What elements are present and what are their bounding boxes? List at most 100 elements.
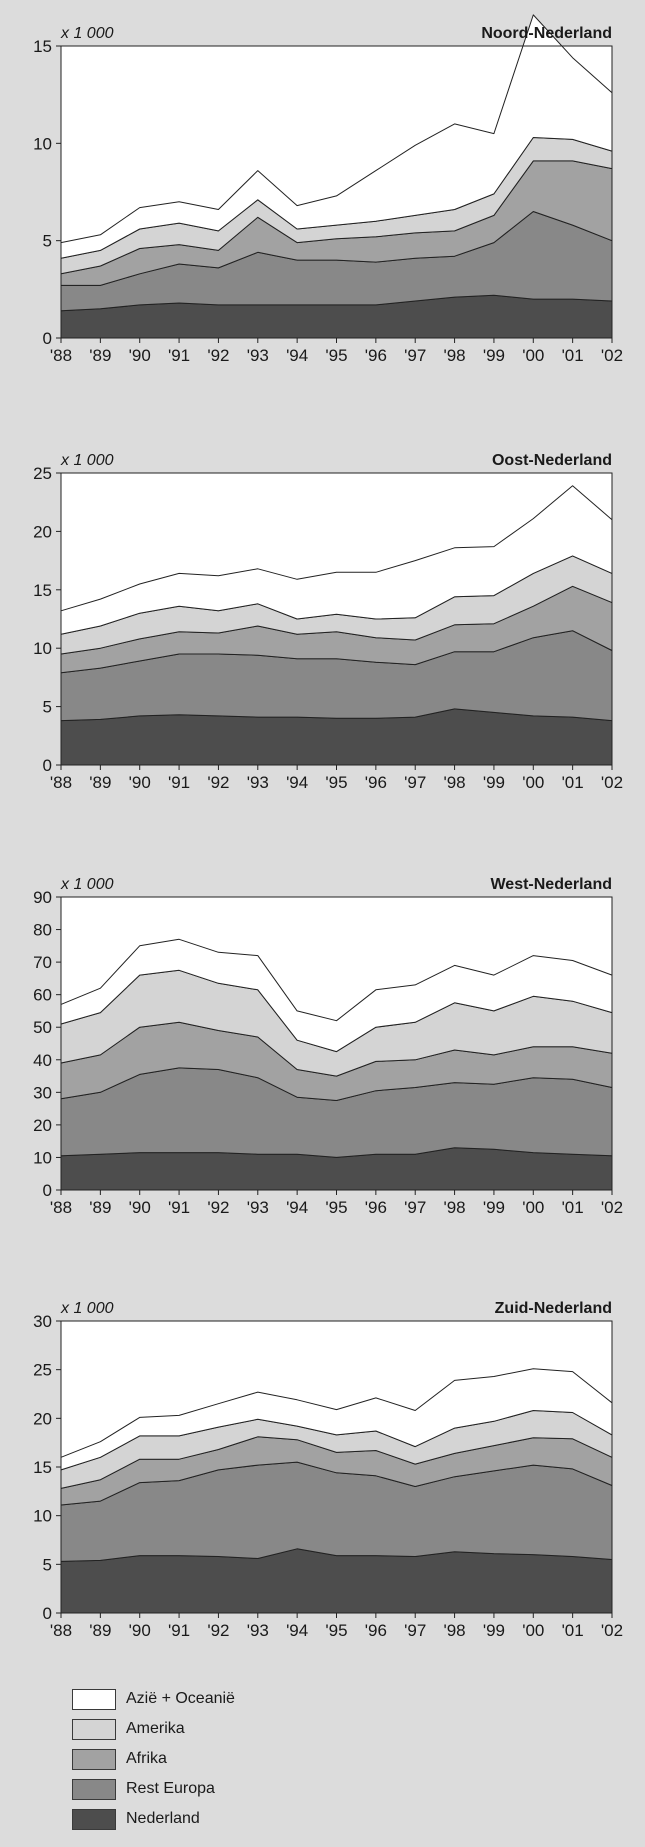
x-tick-label: '89 — [89, 773, 111, 792]
x-tick-label: '92 — [207, 773, 229, 792]
y-tick-label: 10 — [33, 1507, 52, 1526]
y-tick-label: 0 — [43, 329, 52, 348]
x-tick-label: '99 — [483, 1198, 505, 1217]
x-tick-label: '91 — [168, 773, 190, 792]
legend-swatch-rest-europa — [72, 1779, 116, 1800]
x-tick-label: '99 — [483, 346, 505, 365]
x-tick-label: '92 — [207, 346, 229, 365]
x-tick-label: '93 — [247, 773, 269, 792]
legend-swatch-nederland — [72, 1809, 116, 1830]
x-tick-label: '88 — [50, 1198, 72, 1217]
x-tick-label: '96 — [365, 1198, 387, 1217]
x-tick-label: '90 — [129, 1198, 151, 1217]
unit-label: x 1 000 — [60, 452, 114, 469]
x-tick-label: '94 — [286, 773, 308, 792]
unit-label: x 1 000 — [60, 1300, 114, 1317]
x-tick-label: '93 — [247, 1198, 269, 1217]
x-tick-label: '95 — [325, 346, 347, 365]
legend-label: Rest Europa — [126, 1780, 215, 1797]
y-tick-label: 20 — [33, 1116, 52, 1135]
x-tick-label: '88 — [50, 1621, 72, 1640]
x-tick-label: '90 — [129, 346, 151, 365]
x-tick-label: '91 — [168, 1621, 190, 1640]
x-tick-label: '97 — [404, 773, 426, 792]
x-tick-label: '00 — [522, 346, 544, 365]
x-tick-label: '89 — [89, 346, 111, 365]
x-tick-label: '90 — [129, 1621, 151, 1640]
x-tick-label: '95 — [325, 773, 347, 792]
y-tick-label: 30 — [33, 1083, 52, 1102]
legend-label: Amerika — [126, 1720, 185, 1737]
y-tick-label: 50 — [33, 1018, 52, 1037]
legend-label: Azië + Oceanië — [126, 1690, 235, 1707]
x-tick-label: '96 — [365, 1621, 387, 1640]
chart-noord-nederland: 0 5 10 15 '88 '89 '90 '91 '92 '93 '94 '95 '96 '97 '98 '… — [33, 14, 623, 365]
y-tick-label: 40 — [33, 1051, 52, 1070]
x-tick-label: '02 — [601, 1198, 623, 1217]
y-tick-label: 20 — [33, 522, 52, 541]
x-tick-label: '00 — [522, 1198, 544, 1217]
legend-item: Afrika — [72, 1744, 372, 1774]
x-tick-label: '89 — [89, 1198, 111, 1217]
x-tick-label: '98 — [443, 1621, 465, 1640]
x-tick-label: '90 — [129, 773, 151, 792]
x-tick-label: '98 — [443, 1198, 465, 1217]
legend-item: Azië + Oceanië — [72, 1684, 372, 1714]
y-tick-label: 0 — [43, 1181, 52, 1200]
x-tick-label: '96 — [365, 346, 387, 365]
y-tick-label: 70 — [33, 953, 52, 972]
x-tick-label: '96 — [365, 773, 387, 792]
y-tick-label: 90 — [33, 888, 52, 907]
y-tick-label: 10 — [33, 134, 52, 153]
y-tick-label: 15 — [33, 581, 52, 600]
legend-swatch-azie-oceanie — [72, 1689, 116, 1710]
y-tick-label: 20 — [33, 1409, 52, 1428]
y-tick-label: 5 — [43, 698, 52, 717]
x-tick-label: '94 — [286, 346, 308, 365]
y-tick-label: 60 — [33, 986, 52, 1005]
chart-zuid-nederland: 0 5 10 15 20 25 30 '88 '89 '90 '91 '92 '93 '94 '95 '96 '… — [33, 1300, 623, 1640]
x-tick-label: '94 — [286, 1198, 308, 1217]
x-tick-label: '01 — [562, 773, 584, 792]
x-tick-label: '91 — [168, 1198, 190, 1217]
x-tick-label: '00 — [522, 773, 544, 792]
x-tick-label: '99 — [483, 1621, 505, 1640]
x-tick-label: '99 — [483, 773, 505, 792]
x-tick-label: '02 — [601, 346, 623, 365]
legend-label: Nederland — [126, 1810, 200, 1827]
area-series-nederland — [60, 1548, 613, 1614]
unit-label: x 1 000 — [60, 876, 114, 893]
y-tick-label: 25 — [33, 1361, 52, 1380]
legend: Azië + Oceanië Amerika Afrika Rest Europ… — [72, 1684, 372, 1844]
x-tick-label: '98 — [443, 773, 465, 792]
legend-item: Nederland — [72, 1804, 372, 1834]
legend-swatch-amerika — [72, 1719, 116, 1740]
y-tick-label: 0 — [43, 1604, 52, 1623]
chart-title: Oost-Nederland — [492, 452, 612, 469]
y-tick-label: 10 — [33, 639, 52, 658]
x-tick-label: '95 — [325, 1198, 347, 1217]
y-tick-label: 0 — [43, 756, 52, 775]
legend-item: Amerika — [72, 1714, 372, 1744]
chart-title: Zuid-Nederland — [495, 1300, 612, 1317]
x-tick-label: '01 — [562, 1198, 584, 1217]
y-tick-label: 80 — [33, 921, 52, 940]
x-tick-label: '94 — [286, 1621, 308, 1640]
x-tick-label: '91 — [168, 346, 190, 365]
chart-title: West-Nederland — [490, 876, 612, 893]
y-tick-label: 5 — [43, 232, 52, 251]
chart-oost-nederland: 0 5 10 15 20 25 '88 '89 '90 '91 '92 '93 '94 '95 '96 '97… — [33, 452, 623, 792]
legend-item: Rest Europa — [72, 1774, 372, 1804]
y-tick-label: 5 — [43, 1555, 52, 1574]
x-tick-label: '98 — [443, 346, 465, 365]
x-tick-label: '02 — [601, 773, 623, 792]
x-tick-label: '88 — [50, 773, 72, 792]
legend-swatch-afrika — [72, 1749, 116, 1770]
x-tick-label: '01 — [562, 346, 584, 365]
x-tick-label: '97 — [404, 1198, 426, 1217]
y-tick-label: 15 — [33, 37, 52, 56]
x-tick-label: '92 — [207, 1198, 229, 1217]
x-tick-label: '92 — [207, 1621, 229, 1640]
